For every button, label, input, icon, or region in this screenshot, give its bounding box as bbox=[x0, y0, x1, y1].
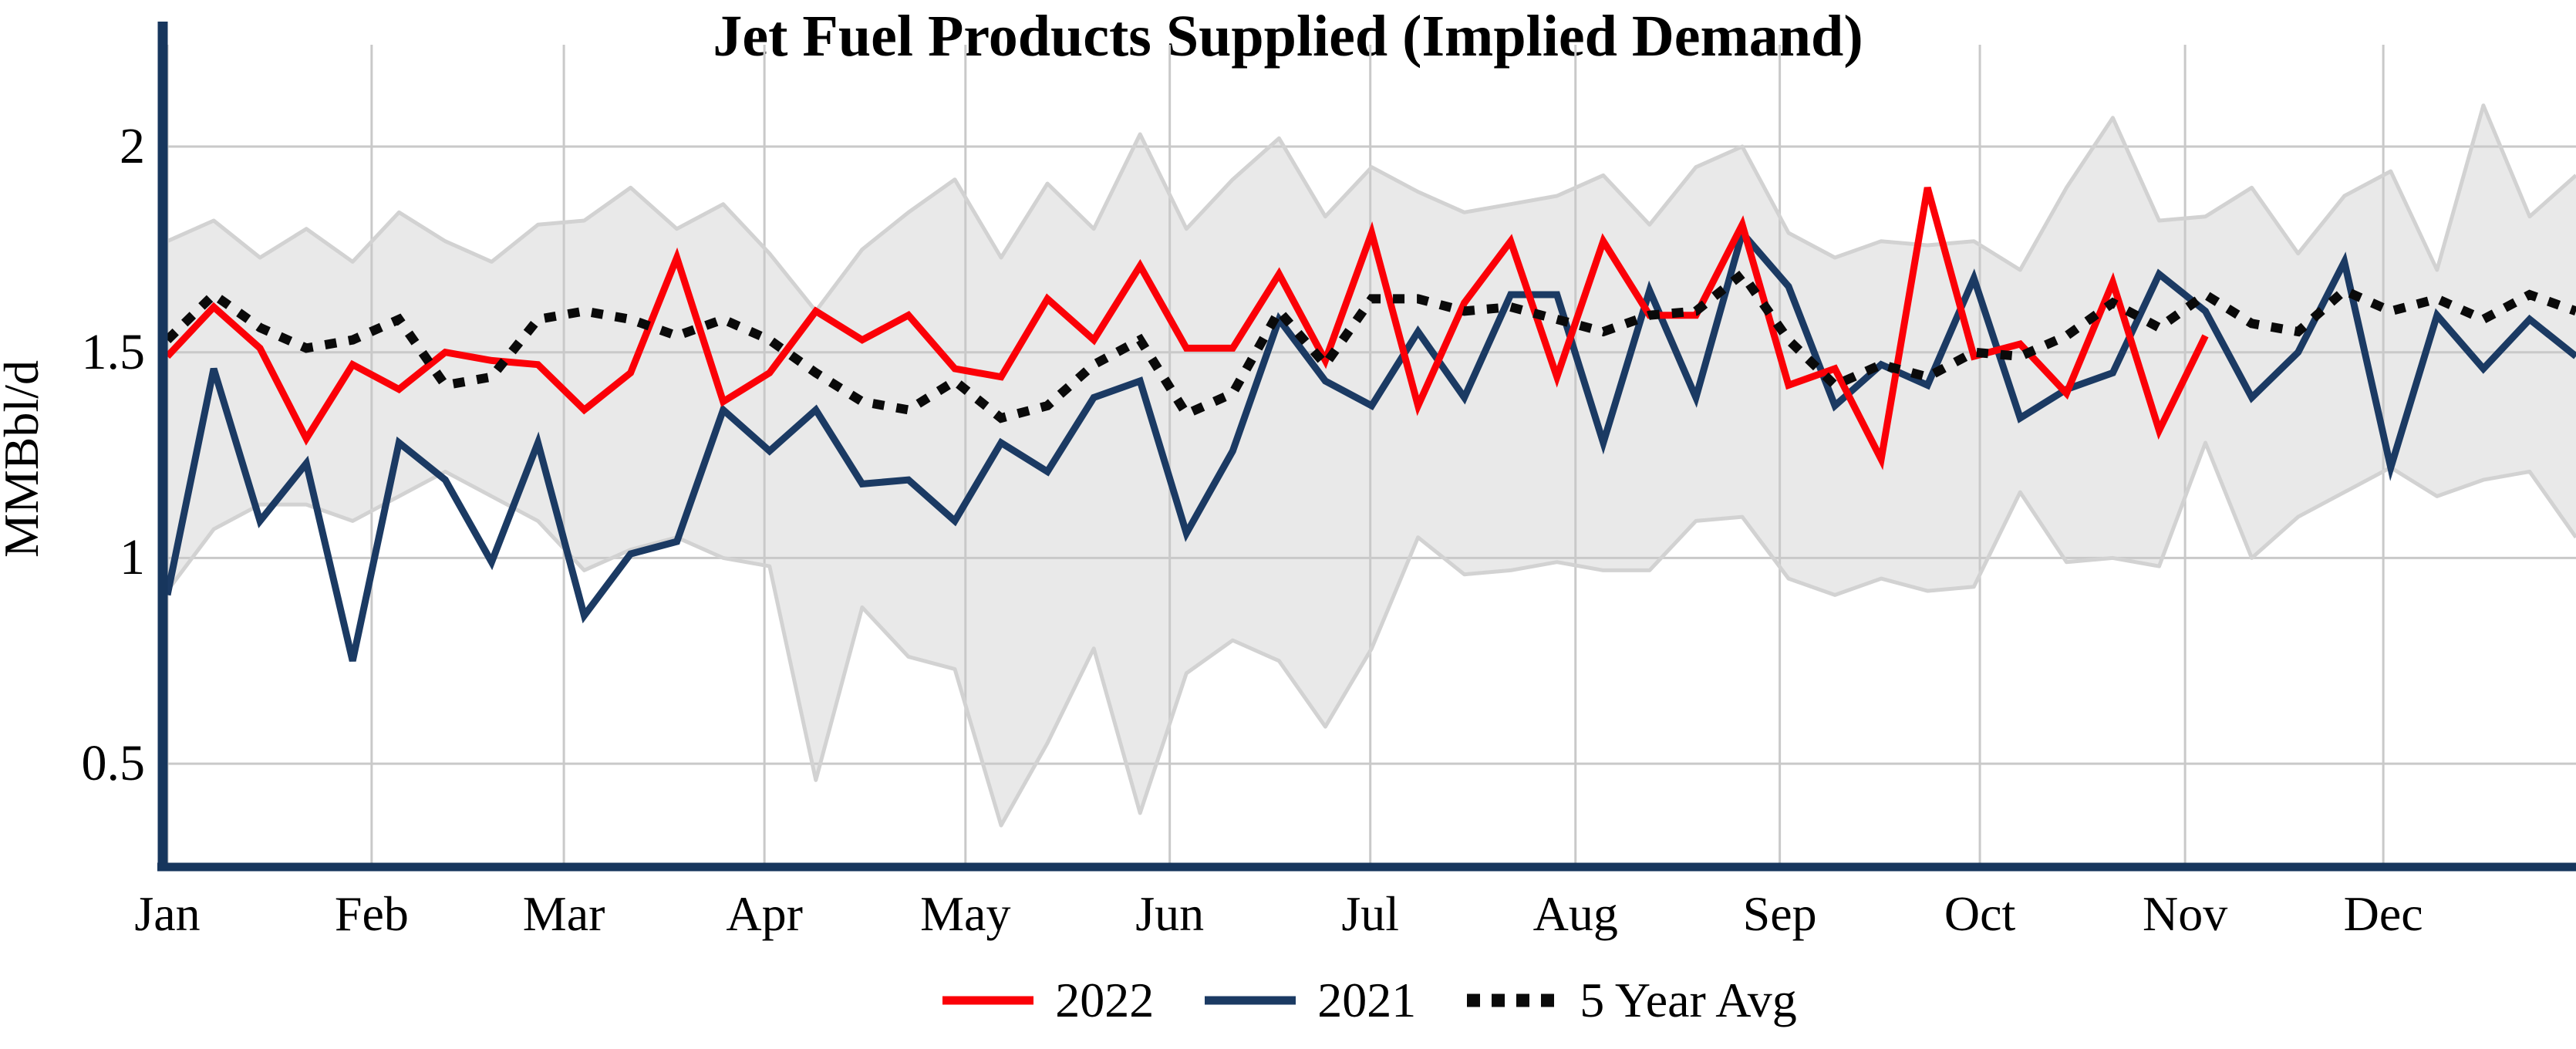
x-tick-label-sep: Sep bbox=[1742, 886, 1817, 941]
x-tick-label-aug: Aug bbox=[1532, 886, 1618, 941]
legend: 2022 2021 5 Year Avg bbox=[162, 966, 2576, 1035]
y-tick-label-1.5: 1.5 bbox=[81, 323, 146, 380]
x-tick-label-mar: Mar bbox=[522, 886, 605, 941]
x-tick-label-nov: Nov bbox=[2143, 886, 2228, 941]
legend-swatch-5yr-avg-dotted-icon bbox=[1467, 993, 1560, 1007]
x-tick-label-jun: Jun bbox=[1135, 886, 1205, 941]
series-2021-line bbox=[164, 225, 2576, 662]
x-tick-label-dec: Dec bbox=[2343, 886, 2423, 941]
series-5yr-avg-line bbox=[164, 267, 2576, 423]
y-tick-label-2: 2 bbox=[120, 118, 145, 174]
legend-item-2022: 2022 bbox=[941, 972, 1154, 1029]
x-tick-label-jan: Jan bbox=[134, 886, 201, 941]
chart-title: Jet Fuel Products Supplied (Implied Dema… bbox=[713, 4, 1863, 69]
x-tick-label-may: May bbox=[920, 886, 1011, 941]
legend-swatch-2021-line-icon bbox=[1205, 996, 1296, 1005]
legend-item-2021: 2021 bbox=[1203, 972, 1416, 1029]
legend-label-2021: 2021 bbox=[1317, 973, 1417, 1027]
x-tick-label-apr: Apr bbox=[726, 886, 803, 941]
y-tick-label-1: 1 bbox=[120, 529, 145, 586]
x-tick-label-feb: Feb bbox=[334, 886, 409, 941]
series-2022-line bbox=[164, 187, 2209, 471]
x-tick-label-jul: Jul bbox=[1341, 886, 1400, 941]
y-tick-label-0.5: 0.5 bbox=[81, 735, 146, 792]
legend-swatch-2022-line-icon bbox=[942, 996, 1034, 1005]
x-tick-label-oct: Oct bbox=[1944, 886, 2016, 941]
legend-item-5yr-avg: 5 Year Avg bbox=[1465, 972, 1797, 1029]
band-max-edge bbox=[166, 103, 2576, 313]
legend-label-2022: 2022 bbox=[1055, 973, 1155, 1027]
legend-label-5yr-avg: 5 Year Avg bbox=[1580, 973, 1797, 1027]
